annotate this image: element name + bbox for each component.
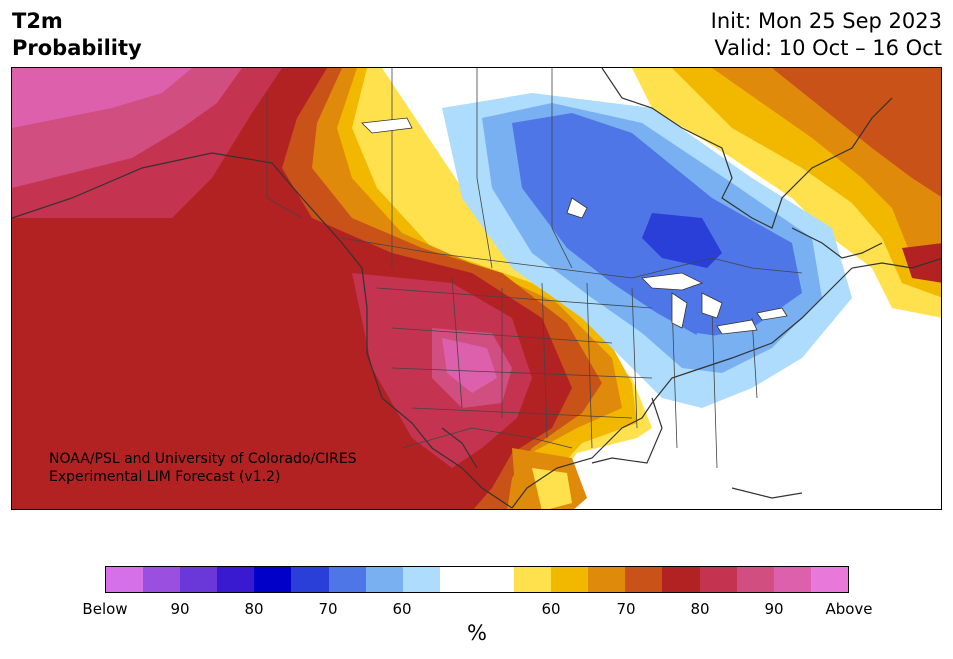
colorbar-segment: [180, 567, 218, 592]
colorbar-segment: [625, 567, 663, 592]
colorbar-segment: [699, 567, 737, 592]
colorbar-segment: [143, 567, 181, 592]
political-borders: [266, 68, 803, 469]
colorbar-tick-label: 90: [170, 600, 190, 618]
below-normal-shading: [442, 93, 852, 408]
map-canvas: [12, 68, 941, 509]
colorbar-segment: [328, 567, 366, 592]
colorbar-segment: [291, 567, 329, 592]
colorbar-tick-label: 80: [690, 600, 710, 618]
colorbar-tick-label: 70: [616, 600, 636, 618]
valid-date: Valid: 10 Oct – 16 Oct: [714, 36, 942, 60]
colorbar-tick-label: Above: [825, 600, 873, 618]
title-variable: T2m: [12, 9, 63, 33]
probability-map: [11, 67, 942, 510]
coastlines: [12, 68, 941, 509]
colorbar-tick-label: 80: [244, 600, 264, 618]
colorbar-unit: %: [467, 621, 487, 645]
great-lakes: [361, 117, 788, 335]
title-type: Probability: [12, 36, 142, 60]
colorbar-segment: [476, 567, 515, 592]
colorbar-segment: [662, 567, 700, 592]
colorbar-tick-label: 60: [392, 600, 412, 618]
map-title: T2m Probability: [12, 8, 142, 62]
colorbar-segment: [254, 567, 292, 592]
above-normal-shading: [12, 68, 941, 509]
init-date: Init: Mon 25 Sep 2023: [710, 9, 942, 33]
colorbar-tick-label: 70: [318, 600, 338, 618]
forecast-dates: Init: Mon 25 Sep 2023 Valid: 10 Oct – 16…: [711, 8, 942, 62]
colorbar-segment: [402, 567, 440, 592]
colorbar-segment: [365, 567, 403, 592]
colorbar-segment: [810, 567, 848, 592]
credit-line-2: Experimental LIM Forecast (v1.2): [49, 469, 281, 485]
colorbar-segment: [439, 567, 477, 592]
colorbar-tick-label: 90: [764, 600, 784, 618]
colorbar-segment: [514, 567, 552, 592]
map-credit: NOAA/PSL and University of Colorado/CIRE…: [49, 450, 357, 486]
colorbar-tick-label: 60: [541, 600, 561, 618]
colorbar-segment: [588, 567, 626, 592]
colorbar-segment: [773, 567, 811, 592]
credit-line-1: NOAA/PSL and University of Colorado/CIRE…: [49, 451, 357, 467]
colorbar-segment: [551, 567, 589, 592]
probability-colorbar: [105, 566, 849, 593]
colorbar-segment: [106, 567, 144, 592]
colorbar-segment: [217, 567, 255, 592]
colorbar-tick-label: Below: [82, 600, 128, 618]
colorbar-segment: [736, 567, 774, 592]
